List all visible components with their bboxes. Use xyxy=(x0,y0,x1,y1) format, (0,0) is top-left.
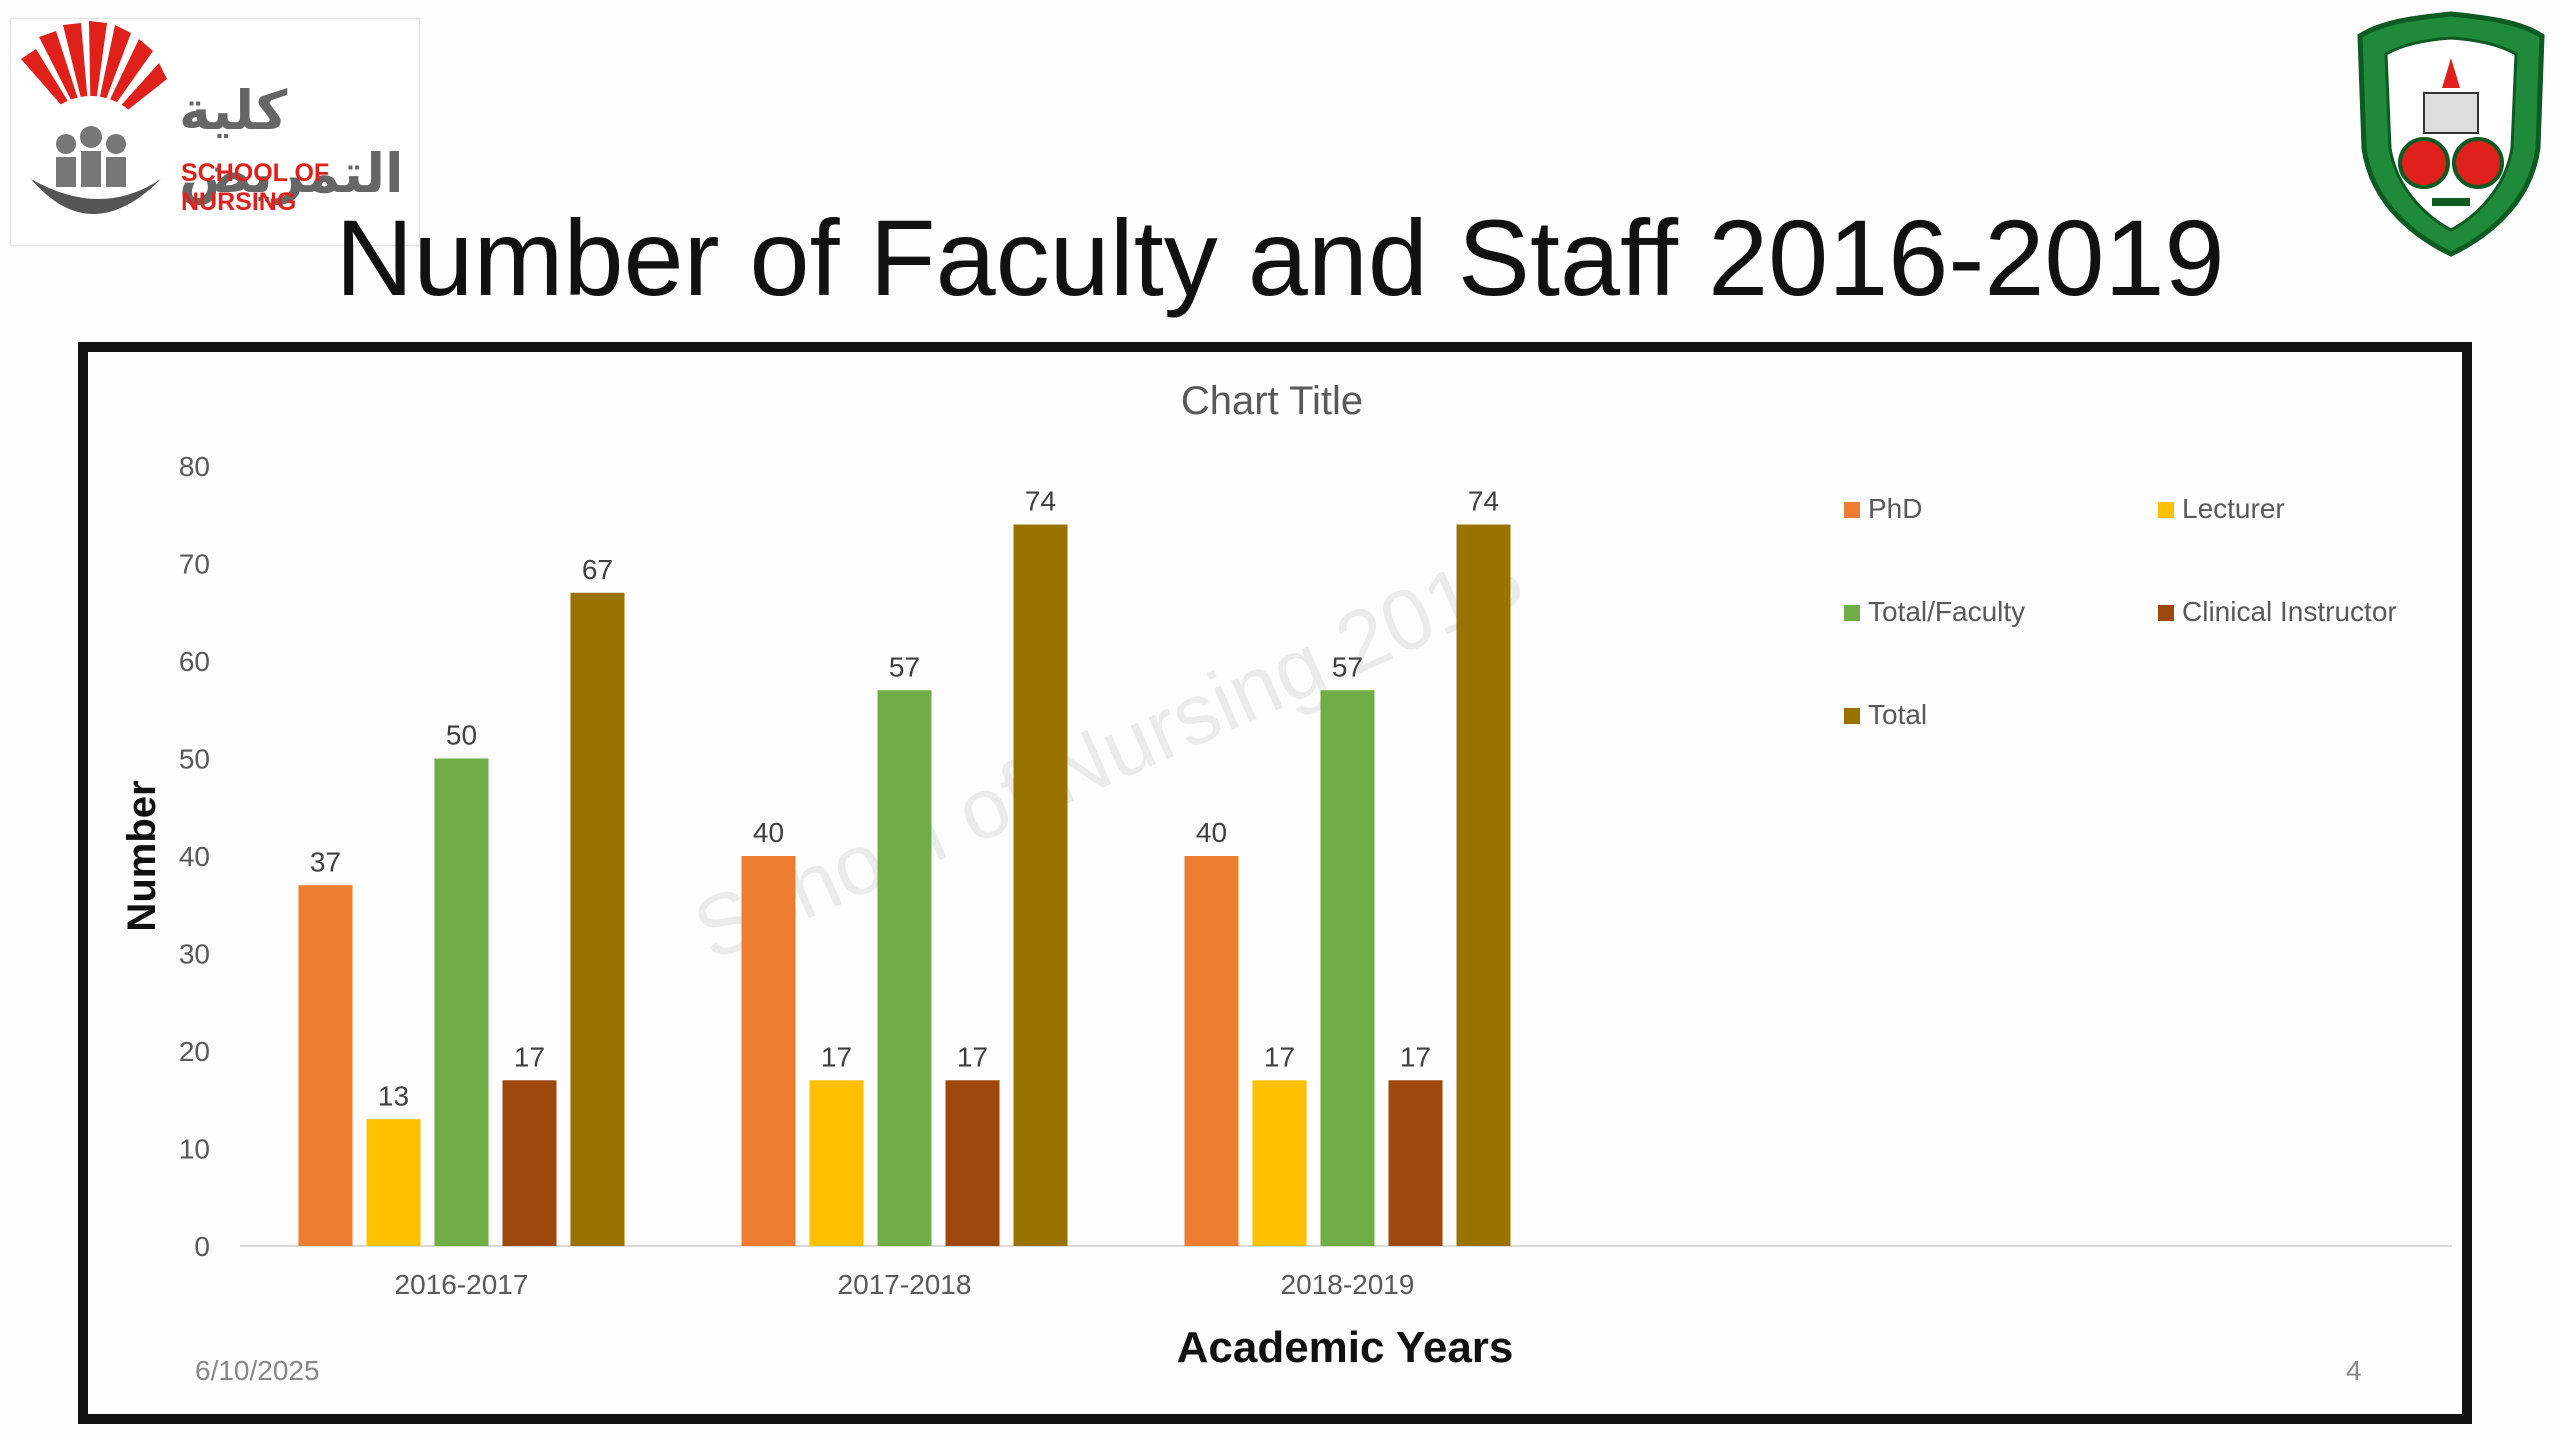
bar-total xyxy=(570,592,625,1246)
bar-clinical-instructor xyxy=(945,1080,1000,1246)
legend-label: PhD xyxy=(1868,493,1922,524)
y-tick-label: 40 xyxy=(179,841,210,872)
bar-clinical-instructor xyxy=(1388,1080,1443,1246)
legend: PhD Lecturer Total/Faculty Clinical Instruc… xyxy=(1844,493,2397,730)
data-label: 17 xyxy=(1400,1041,1431,1072)
logo-arabic-text: كلية التمريض xyxy=(179,79,404,205)
data-label: 40 xyxy=(1196,817,1227,848)
data-label: 57 xyxy=(889,651,920,682)
chart-frame xyxy=(78,342,2472,1424)
bar-phd xyxy=(1184,856,1239,1246)
legend-label: Total/Faculty xyxy=(1868,596,2025,627)
data-label: 13 xyxy=(378,1080,409,1111)
data-label: 37 xyxy=(310,846,341,877)
bar-total xyxy=(1456,524,1511,1246)
data-label: 17 xyxy=(957,1041,988,1072)
bar-total-faculty xyxy=(1320,690,1375,1246)
legend-label: Clinical Instructor xyxy=(2182,596,2397,627)
x-tick-label: 2017-2018 xyxy=(838,1269,972,1300)
legend-swatch xyxy=(2158,502,2174,518)
y-axis-label: Number xyxy=(120,780,164,931)
y-tick-label: 70 xyxy=(179,549,210,580)
bar-phd xyxy=(298,885,353,1246)
slide-date: 6/10/2025 xyxy=(195,1355,320,1386)
data-label: 74 xyxy=(1025,486,1056,517)
school-of-nursing-logo: كلية التمريض SCHOOL OF NURSING xyxy=(10,18,420,246)
y-tick-label: 20 xyxy=(179,1036,210,1067)
legend-swatch xyxy=(1844,605,1860,621)
watermark: School of Nursing 2018 xyxy=(680,528,1536,979)
watermark-text: School of Nursing 2018 xyxy=(680,528,1536,979)
data-label: 17 xyxy=(821,1041,852,1072)
logo-english-text: SCHOOL OF NURSING xyxy=(181,159,330,216)
x-axis-label: Academic Years xyxy=(1177,1323,1514,1372)
slide-title: Number of Faculty and Staff 2016-2019 xyxy=(335,197,2225,318)
chart-title: Chart Title xyxy=(1181,379,1363,423)
bar-lecturer xyxy=(1252,1080,1307,1246)
legend-swatch xyxy=(1844,502,1860,518)
legend-label: Total xyxy=(1868,699,1927,730)
y-tick-label: 10 xyxy=(179,1134,210,1165)
bar-total-faculty xyxy=(877,690,932,1246)
bar-total xyxy=(1013,524,1068,1246)
data-label: 50 xyxy=(446,720,477,751)
data-label: 17 xyxy=(514,1041,545,1072)
nursing-logo-icon xyxy=(21,21,167,214)
bar-phd xyxy=(741,856,796,1246)
slide-page-number: 4 xyxy=(2346,1355,2362,1386)
bar-total-faculty xyxy=(434,758,489,1246)
data-label: 57 xyxy=(1332,651,1363,682)
x-tick-label: 2018-2019 xyxy=(1281,1269,1415,1300)
bar-lecturer xyxy=(809,1080,864,1246)
university-seal-icon xyxy=(2357,11,2545,257)
x-tick-label: 2016-2017 xyxy=(395,1269,529,1300)
plot-area: 0 10 20 30 40 50 60 70 80 37 13 50 17 67 2016-2017 40 17… xyxy=(179,451,2452,1300)
y-tick-label: 30 xyxy=(179,939,210,970)
bar-clinical-instructor xyxy=(502,1080,557,1246)
y-tick-label: 80 xyxy=(179,451,210,482)
legend-swatch xyxy=(1844,708,1860,724)
y-tick-label: 0 xyxy=(194,1231,210,1262)
data-label: 74 xyxy=(1468,486,1499,517)
legend-swatch xyxy=(2158,605,2174,621)
bar-lecturer xyxy=(366,1119,421,1246)
legend-label: Lecturer xyxy=(2182,493,2285,524)
y-tick-label: 50 xyxy=(179,744,210,775)
data-label: 67 xyxy=(582,554,613,585)
data-label: 17 xyxy=(1264,1041,1295,1072)
y-tick-label: 60 xyxy=(179,646,210,677)
data-label: 40 xyxy=(753,817,784,848)
